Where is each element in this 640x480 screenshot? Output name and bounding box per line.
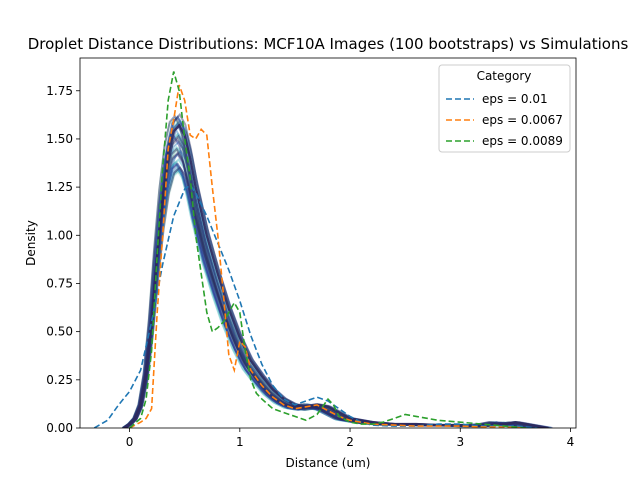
bootstrap-line: [123, 161, 523, 428]
series-line-3: [129, 71, 527, 428]
bootstrap-line: [125, 162, 527, 428]
axes-frame: [79, 57, 577, 429]
bootstrap-line: [123, 168, 547, 428]
bootstrap-line: [123, 166, 531, 428]
x-tick-label: 3: [456, 435, 464, 449]
y-tick-label: 0.75: [46, 276, 73, 290]
bootstrap-line: [124, 169, 529, 428]
x-axis-title: Distance (um): [286, 456, 371, 470]
legend-title: Category: [477, 69, 532, 83]
bootstrap-line: [123, 160, 523, 428]
legend-entries: eps = 0.01 eps = 0.0067 eps = 0.0089: [446, 92, 563, 148]
bootstrap-line: [122, 162, 540, 428]
plot-area: [93, 71, 553, 428]
y-axis-title: Density: [24, 220, 38, 266]
y-tick-label: 1.50: [46, 132, 73, 146]
y-tick-label: 0.00: [46, 421, 73, 435]
y-tick-label: 1.25: [46, 180, 73, 194]
y-tick-label: 0.50: [46, 325, 73, 339]
legend-box: [438, 64, 571, 153]
y-tick-label: 1.75: [46, 84, 73, 98]
legend-label: eps = 0.0089: [482, 134, 563, 148]
series-line-2: [129, 84, 527, 428]
x-tick-label: 4: [567, 435, 575, 449]
x-tick-label: 2: [346, 435, 354, 449]
x-axis: 0 1 2 3 4: [126, 428, 575, 449]
bootstrap-line: [122, 162, 532, 428]
y-axis: 0.00 0.25 0.50 0.75 1.00 1.25 1.50 1.75: [46, 84, 80, 435]
bootstrap-line: [122, 167, 544, 428]
bootstrap-curves: [121, 112, 553, 428]
y-tick-label: 1.00: [46, 228, 73, 242]
x-tick-label: 0: [126, 435, 134, 449]
chart-title: Droplet Distance Distributions: MCF10A I…: [28, 35, 629, 53]
y-tick-label: 0.25: [46, 373, 73, 387]
x-tick-label: 1: [236, 435, 244, 449]
legend-label: eps = 0.01: [482, 92, 548, 106]
legend-label: eps = 0.0067: [482, 113, 563, 127]
